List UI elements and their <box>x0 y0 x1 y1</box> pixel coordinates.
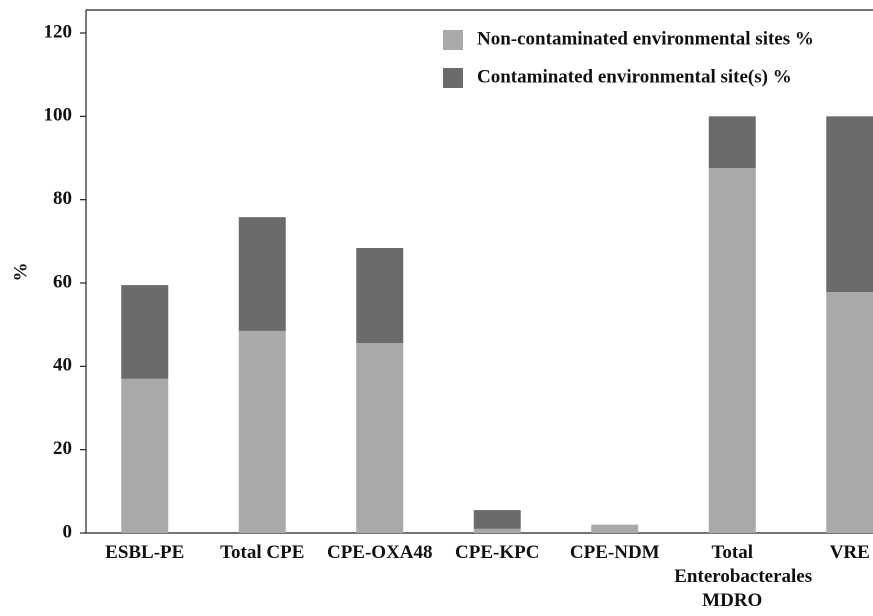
x-tick-label: CPE-KPC <box>455 542 540 563</box>
bar-segment <box>826 292 873 533</box>
y-tick-label: 20 <box>53 438 72 459</box>
bar-segment <box>238 330 286 533</box>
bar-segment <box>826 116 873 293</box>
y-tick-label: 100 <box>44 105 73 126</box>
bar-segment <box>708 116 756 168</box>
legend-label: Non-contaminated environmental sites % <box>477 28 814 49</box>
legend-label: Contaminated environmental site(s) % <box>477 66 792 87</box>
bar-segment <box>356 343 404 533</box>
y-tick-label: 60 <box>53 271 72 292</box>
bar-segment <box>121 285 169 379</box>
x-tick-label: CPE-NDM <box>569 542 660 563</box>
bar-segment <box>121 378 169 533</box>
y-tick-label: 0 <box>63 521 73 542</box>
y-axis-label: % <box>10 263 31 282</box>
x-tick-label: VRE <box>829 542 870 563</box>
y-tick-label: 40 <box>53 355 72 376</box>
bar-segment <box>356 248 404 343</box>
x-tick-label: CPE-OXA48 <box>326 542 433 563</box>
bar-segment <box>238 217 286 331</box>
bar-segment <box>473 510 521 529</box>
legend-swatch <box>443 68 463 88</box>
x-tick-label: Total Enterobacterales MDRO <box>674 542 813 611</box>
x-tick-label: Total CPE <box>220 542 305 563</box>
x-tick-label: ESBL-PE <box>105 542 185 563</box>
bar-segment <box>591 524 639 533</box>
bar-segment <box>473 528 521 533</box>
y-tick-label: 120 <box>44 21 73 42</box>
y-tick-label: 80 <box>53 188 72 209</box>
bar-segment <box>708 168 756 533</box>
legend-swatch <box>443 30 463 50</box>
